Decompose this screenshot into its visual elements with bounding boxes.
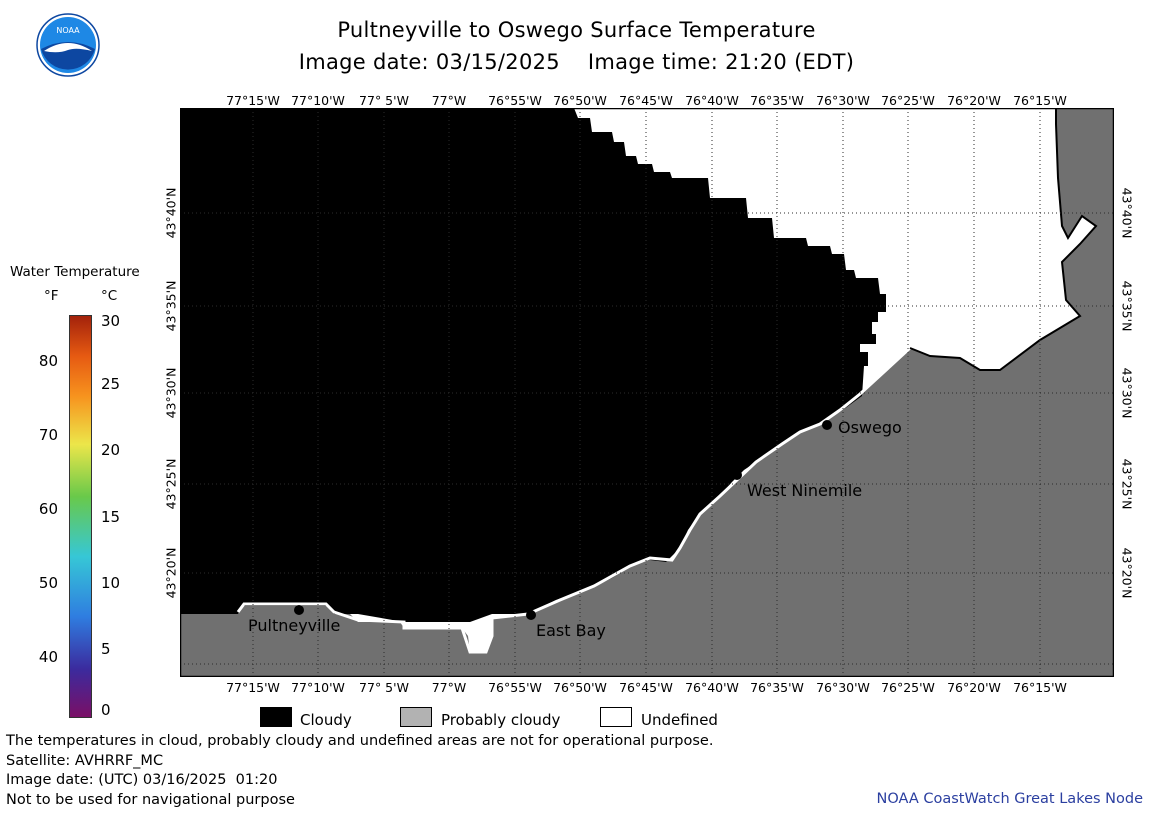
place-label-east-bay: East Bay — [536, 621, 606, 640]
lon-label: 76°40'W — [685, 93, 739, 108]
east-bay-marker — [526, 610, 536, 620]
map-frame — [180, 108, 1114, 677]
sst-map — [180, 108, 1114, 677]
lon-label: 76°50'W — [553, 93, 607, 108]
lon-label: 76°35'W — [750, 93, 804, 108]
logo-gull — [44, 43, 92, 53]
lon-label: 77°W — [431, 680, 467, 695]
undefined-swatch — [600, 707, 632, 727]
image-date-time: Image date: 03/15/2025 Image time: 21:20… — [298, 50, 855, 74]
lon-label: 76°40'W — [685, 680, 739, 695]
lon-label: 77°15'W — [226, 680, 280, 695]
lon-label: 77° 5'W — [359, 680, 409, 695]
lon-label: 77°10'W — [291, 680, 345, 695]
lat-label: 43°20'N — [163, 547, 179, 599]
color-scale-bar — [69, 315, 92, 718]
lon-label: 76°55'W — [488, 93, 542, 108]
lon-label: 76°30'W — [816, 680, 870, 695]
lon-label: 76°50'W — [553, 680, 607, 695]
shoreline-edge — [236, 346, 912, 654]
tick-f-60: 60 — [38, 500, 58, 518]
lon-label: 77° 5'W — [359, 93, 409, 108]
lat-label: 43°30'N — [163, 367, 179, 419]
tick-c-30: 30 — [101, 312, 121, 330]
lon-label: 77°10'W — [291, 93, 345, 108]
unit-celsius: °C — [101, 288, 118, 304]
lon-label: 76°20'W — [947, 93, 1001, 108]
undefined-label: Undefined — [641, 711, 718, 729]
east-shore-edge — [909, 108, 1098, 371]
credit-text: NOAA CoastWatch Great Lakes Node — [876, 791, 1143, 807]
navigation-warning: Not to be used for navigational purpose — [6, 792, 295, 808]
lat-label: 43°35'N — [1119, 280, 1135, 332]
tick-c-5: 5 — [101, 640, 111, 658]
lat-label: 43°35'N — [163, 280, 179, 332]
place-label-pultneyville: Pultneyville — [248, 616, 341, 635]
probably-cloudy-label: Probably cloudy — [441, 711, 561, 729]
probably-cloudy-swatch — [400, 707, 432, 727]
lon-label: 76°25'W — [881, 680, 935, 695]
map-title: Pultneyville to Oswego Surface Temperatu… — [337, 18, 816, 42]
lat-label: 43°40'N — [1119, 187, 1135, 239]
unit-fahrenheit: °F — [44, 288, 59, 304]
tick-f-50: 50 — [38, 574, 58, 592]
noaa-logo: NOAA — [36, 13, 100, 77]
lon-label: 76°20'W — [947, 680, 1001, 695]
tick-c-0: 0 — [101, 701, 111, 719]
lon-label: 76°15'W — [1013, 93, 1067, 108]
west-ninemile-marker — [732, 470, 742, 480]
utc-date-text: Image date: (UTC) 03/16/2025 01:20 — [6, 772, 278, 788]
logo-text: NOAA — [56, 26, 80, 35]
lat-label: 43°25'N — [1119, 458, 1135, 510]
tick-c-25: 25 — [101, 375, 121, 393]
tick-c-10: 10 — [101, 574, 121, 592]
land-south-shore — [180, 108, 1114, 677]
tick-f-80: 80 — [38, 352, 58, 370]
lon-label: 76°45'W — [619, 680, 673, 695]
graticule — [180, 108, 1114, 677]
tick-c-15: 15 — [101, 508, 121, 526]
lon-label: 77°W — [431, 93, 467, 108]
pultneyville-marker — [294, 605, 304, 615]
lon-label: 76°45'W — [619, 93, 673, 108]
lat-label: 43°20'N — [1119, 547, 1135, 599]
lon-label: 77°15'W — [226, 93, 280, 108]
tick-f-40: 40 — [38, 648, 58, 666]
disclaimer-text: The temperatures in cloud, probably clou… — [6, 733, 714, 749]
place-label-oswego: Oswego — [838, 418, 902, 437]
lon-label: 76°35'W — [750, 680, 804, 695]
lat-label: 43°40'N — [163, 187, 179, 239]
lat-label: 43°25'N — [163, 458, 179, 510]
cloud-mask — [180, 108, 886, 622]
legend-title: Water Temperature — [10, 264, 140, 280]
lon-label: 76°55'W — [488, 680, 542, 695]
cloudy-label: Cloudy — [300, 711, 352, 729]
tick-c-20: 20 — [101, 441, 121, 459]
lon-label: 76°30'W — [816, 93, 870, 108]
lon-label: 76°15'W — [1013, 680, 1067, 695]
place-label-west-ninemile: West Ninemile — [747, 481, 863, 500]
lat-label: 43°30'N — [1119, 367, 1135, 419]
lon-label: 76°25'W — [881, 93, 935, 108]
oswego-marker — [822, 420, 832, 430]
tick-f-70: 70 — [38, 426, 58, 444]
satellite-text: Satellite: AVHRRF_MC — [6, 753, 164, 769]
cloudy-swatch — [260, 707, 292, 727]
